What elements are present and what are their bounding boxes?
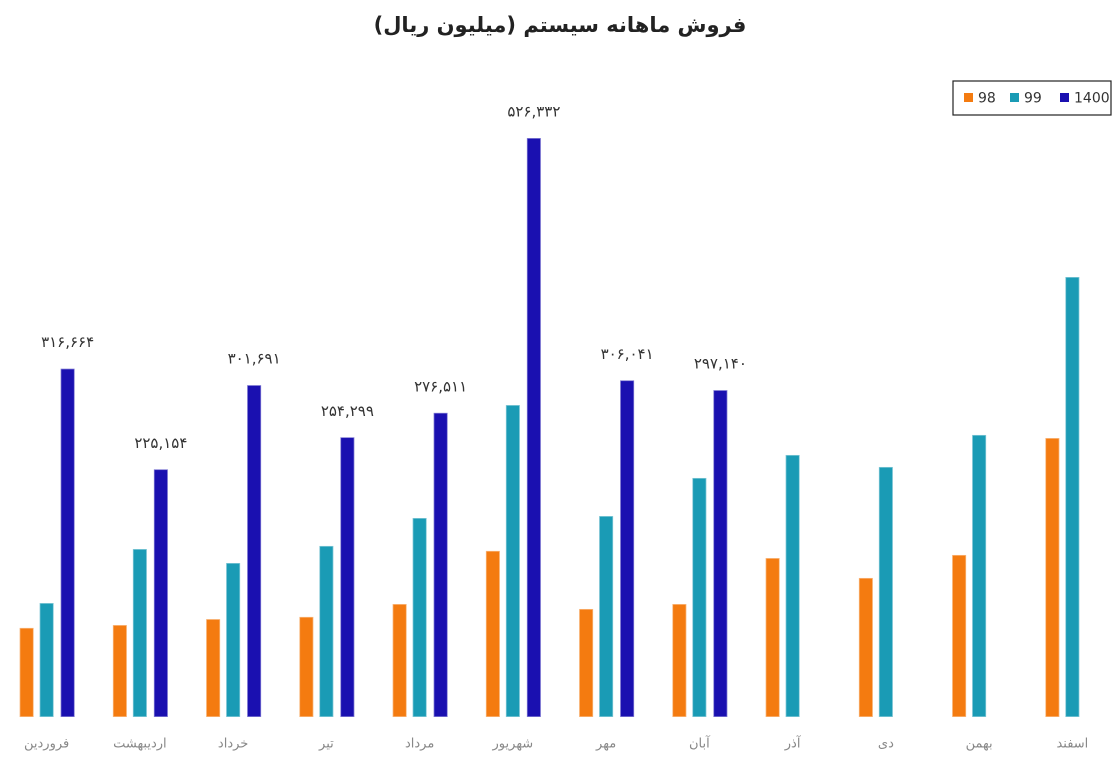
x-tick-label: تیر — [318, 737, 334, 752]
bar — [578, 608, 594, 718]
x-tick-label: شهریور — [492, 737, 534, 752]
bar — [971, 434, 987, 718]
bar — [112, 624, 128, 718]
data-label: ۲۷۶,۵۱۱ — [414, 377, 467, 395]
data-label: ۳۰۶,۰۴۱ — [601, 345, 654, 363]
data-label: ۳۰۱,۶۹۱ — [228, 350, 281, 368]
x-tick-label: اردیبهشت — [113, 737, 167, 752]
legend-label: 99 — [1024, 91, 1042, 107]
bar — [878, 466, 894, 718]
bar — [485, 550, 501, 718]
data-label: ۲۵۴,۲۹۹ — [321, 402, 374, 420]
x-tick-label: بهمن — [966, 737, 993, 752]
bar — [951, 554, 967, 718]
data-label: ۵۲۶,۳۳۲ — [507, 103, 560, 121]
bar — [318, 545, 335, 718]
bar — [505, 404, 521, 718]
bar — [784, 454, 801, 718]
bar — [432, 412, 449, 718]
x-tick-label: اسفند — [1056, 737, 1088, 752]
bar — [858, 577, 874, 718]
bar — [411, 517, 428, 718]
legend-swatch — [964, 93, 973, 102]
bar — [764, 557, 781, 718]
bar — [391, 603, 408, 718]
x-tick-label: مهر — [595, 737, 616, 752]
data-label: ۳۱۶,۶۶۴ — [41, 333, 94, 351]
bar — [59, 367, 76, 718]
bar — [339, 436, 356, 718]
data-label: ۲۹۷,۱۴۰ — [694, 355, 747, 373]
bar — [246, 384, 262, 718]
legend-swatch — [1060, 93, 1069, 102]
legend-swatch — [1010, 93, 1019, 102]
x-tick-label: دی — [878, 737, 894, 752]
bar — [38, 602, 55, 718]
bar — [1064, 276, 1081, 718]
bar — [671, 603, 688, 718]
bar — [298, 616, 315, 718]
bar — [153, 468, 169, 718]
bar — [526, 137, 542, 718]
bar — [225, 562, 241, 718]
x-tick-label: آبان — [689, 735, 711, 752]
bar — [712, 389, 729, 718]
bar — [18, 627, 35, 718]
legend-label: 98 — [978, 91, 996, 107]
legend-box — [952, 80, 1112, 116]
x-tick-label: آذر — [784, 735, 802, 752]
x-tick-label: خرداد — [218, 737, 248, 752]
bar — [598, 515, 614, 718]
chart-title: فروش ماهانه سیستم (میلیون ریال) — [374, 13, 747, 37]
x-tick-label: مرداد — [405, 737, 434, 752]
bar — [132, 548, 148, 718]
bar — [205, 618, 221, 718]
data-label: ۲۲۵,۱۵۴ — [134, 434, 187, 452]
bar — [1044, 437, 1061, 718]
bar — [619, 379, 635, 718]
x-tick-label: فروردین — [24, 737, 69, 752]
bar — [691, 477, 708, 718]
legend-label: 1400 — [1074, 91, 1110, 107]
